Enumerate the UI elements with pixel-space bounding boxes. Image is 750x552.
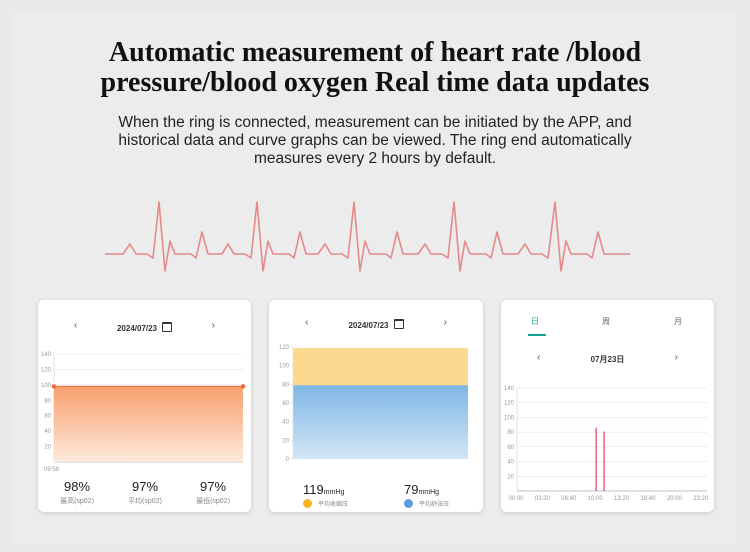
y-tick-label: 120 (41, 367, 52, 373)
x-tick-label: 06:40 (561, 496, 577, 502)
data-point (240, 384, 246, 389)
y-tick-label: 40 (44, 429, 51, 435)
systolic-value: 119mmHg (303, 482, 348, 497)
y-tick-label: 120 (279, 345, 290, 351)
y-tick-label: 120 (504, 401, 515, 407)
x-tick-label: 09:58 (44, 467, 60, 473)
y-tick-label: 40 (507, 460, 514, 466)
systolic-label-row: 平均收缩压 (303, 499, 348, 508)
calendar-icon[interactable] (162, 322, 173, 332)
chevron-left-icon[interactable]: ‹ (305, 317, 309, 328)
page-description: When the ring is connected, measurement … (40, 114, 710, 168)
stat-label: 最低(sp02) (196, 498, 230, 505)
date-text: 2024/07/23 (116, 324, 158, 333)
date-navigator: ‹ 2024/07/23 › (269, 313, 483, 333)
systolic-band (293, 347, 468, 386)
stat-value: 97% (199, 479, 227, 494)
date-text: 2024/07/23 (348, 321, 389, 330)
y-tick-label: 100 (279, 364, 290, 370)
stat-value: 98% (63, 479, 91, 494)
y-tick-label: 0 (286, 457, 290, 463)
diastolic-band (293, 385, 468, 459)
stat-max: 98% 最高(sp02) (47, 479, 107, 506)
stat-label: 平均(sp02) (128, 498, 162, 505)
heart-rate-card: 日 周 月 ‹ 07月23日 › 20 40 60 80 100 120 140 00:00 0… (501, 300, 714, 512)
diastolic-value: 79mmHg (404, 482, 449, 497)
systolic-number: 119 (303, 482, 324, 497)
title-line-2: pressure/blood oxygen Real time data upd… (100, 67, 650, 98)
stat-label: 最高(sp02) (60, 498, 94, 505)
y-tick-label: 80 (507, 430, 514, 436)
y-tick-label: 100 (41, 383, 52, 389)
stat-value: 97% (131, 479, 159, 494)
ecg-waveform-graphic (105, 201, 630, 272)
y-tick-label: 40 (282, 420, 289, 426)
x-tick-label: 13:20 (614, 496, 630, 502)
active-tab-indicator (528, 334, 546, 336)
diastolic-label-row: 平均舒张压 (404, 499, 449, 508)
systolic-unit: mmHg (323, 489, 345, 496)
y-tick-label: 20 (44, 445, 51, 451)
systolic-label: 平均收缩压 (318, 502, 349, 508)
stat-min: 97% 最低(sp02) (183, 479, 243, 506)
title-line-1: Automatic measurement of heart rate /blo… (108, 37, 642, 68)
y-tick-label: 80 (44, 398, 51, 404)
tab-week[interactable]: 周 (602, 317, 610, 326)
diastolic-label: 平均舒张压 (419, 502, 450, 508)
chevron-right-icon[interactable]: › (443, 317, 447, 328)
description-line-3: measures every 2 hours by default. (253, 150, 497, 167)
stat-avg: 97% 平均(sp02) (115, 479, 175, 506)
tab-month[interactable]: 月 (674, 317, 682, 326)
systolic-stat: 119mmHg 平均收缩压 (303, 482, 348, 508)
x-tick-label: 03:20 (535, 496, 551, 502)
page-title: Automatic measurement of heart rate /blo… (0, 38, 750, 98)
date-label[interactable]: 2024/07/23 (38, 322, 251, 333)
y-tick-label: 60 (282, 401, 289, 407)
y-tick-label: 20 (282, 438, 289, 444)
heart-rate-chart: 20 40 60 80 100 120 140 00:00 03:20 06:40 10:00 13:… (504, 386, 709, 502)
date-navigator: ‹ 2024/07/23 › (38, 316, 251, 336)
diastolic-number: 79 (404, 482, 419, 497)
date-navigator: ‹ 07月23日 › (501, 348, 714, 368)
y-tick-label: 140 (41, 352, 52, 358)
x-tick-label: 23:20 (693, 496, 709, 502)
tab-day[interactable]: 日 (531, 317, 539, 326)
diastolic-dot (404, 499, 413, 508)
y-tick-label: 80 (282, 382, 289, 388)
area-fill (54, 386, 243, 462)
data-point (51, 384, 57, 389)
description-line-1: When the ring is connected, measurement … (118, 114, 632, 131)
date-label[interactable]: 2024/07/23 (269, 319, 483, 330)
diastolic-stat: 79mmHg 平均舒张压 (404, 482, 449, 508)
y-tick-label: 100 (504, 415, 515, 421)
date-label[interactable]: 07月23日 (590, 355, 625, 364)
description-line-2: historical data and curve graphs can be … (118, 132, 632, 149)
chevron-right-icon[interactable]: › (674, 352, 678, 363)
calendar-icon[interactable] (393, 319, 404, 329)
y-tick-label: 140 (504, 386, 515, 392)
x-tick-label: 00:00 (508, 496, 524, 502)
x-tick-label: 20:00 (667, 496, 683, 502)
chevron-right-icon[interactable]: › (211, 320, 215, 331)
blood-pressure-card: ‹ 2024/07/23 › 0 20 40 60 80 100 120 119mmHg 平… (269, 300, 483, 512)
chevron-left-icon[interactable]: ‹ (537, 352, 541, 363)
y-tick-label: 20 (507, 474, 514, 480)
diastolic-unit: mmHg (418, 489, 440, 496)
spo2-card: ‹ 2024/07/23 › 20 40 60 80 100 120 140 09:58 98… (38, 300, 251, 512)
chevron-left-icon[interactable]: ‹ (74, 320, 78, 331)
spo2-chart: 20 40 60 80 100 120 140 09:58 (41, 352, 246, 473)
blood-pressure-chart: 0 20 40 60 80 100 120 (279, 345, 468, 463)
systolic-dot (303, 499, 312, 508)
y-tick-label: 60 (44, 414, 51, 420)
x-tick-label: 10:00 (588, 496, 604, 502)
y-tick-label: 60 (507, 445, 514, 451)
x-tick-label: 16:40 (640, 496, 656, 502)
